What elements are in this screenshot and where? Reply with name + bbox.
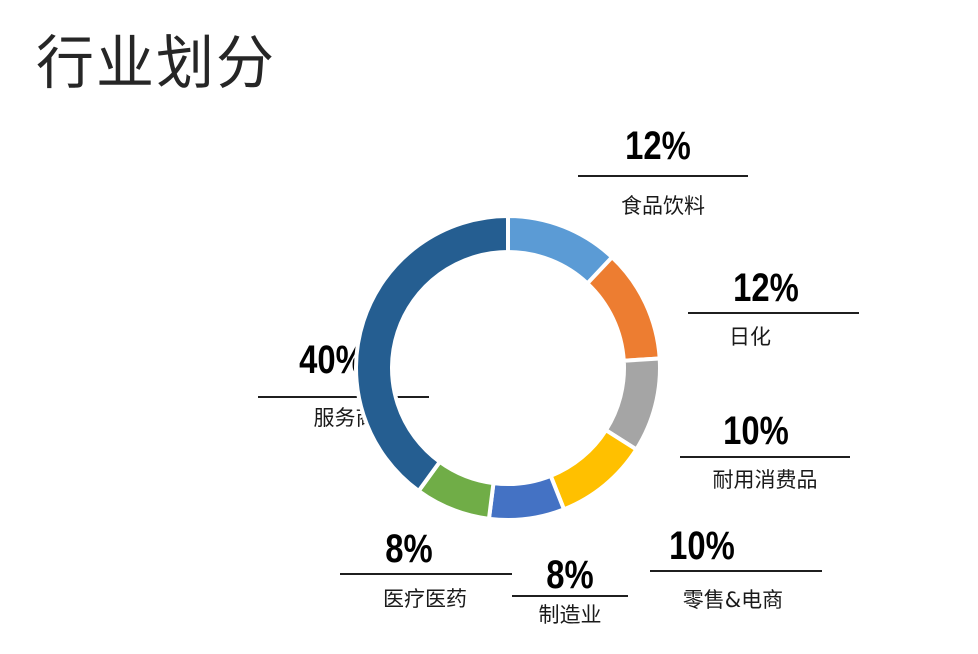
slice-percent: 8%: [546, 553, 594, 597]
slice-percent: 40%: [299, 338, 365, 382]
slice-category: 日化: [729, 325, 771, 349]
label-underline: [688, 312, 859, 314]
label-underline: [578, 175, 748, 177]
slice-percent: 12%: [733, 266, 799, 310]
slice-percent: 10%: [723, 409, 789, 453]
slice-percent: 8%: [385, 527, 433, 571]
slice-category: 医疗医药: [383, 587, 467, 611]
label-underline: [258, 396, 429, 398]
slice-category: 耐用消费品: [712, 468, 818, 492]
slice-percent: 12%: [625, 124, 691, 168]
slice-category: 食品饮料: [621, 194, 705, 218]
slice-percent: 10%: [669, 524, 735, 568]
slice-category: 制造业: [538, 603, 602, 627]
label-underline: [512, 595, 628, 597]
label-underline: [680, 456, 850, 458]
slice-category: 零售&电商: [682, 588, 784, 612]
label-underline: [340, 573, 512, 575]
page-title: 行业划分: [36, 29, 277, 97]
donut-slice-3: [548, 427, 640, 512]
donut-slice-6: [354, 213, 510, 494]
donut-slice-4: [486, 473, 567, 522]
label-underline: [650, 570, 822, 572]
donut-slice-1: [584, 254, 662, 363]
